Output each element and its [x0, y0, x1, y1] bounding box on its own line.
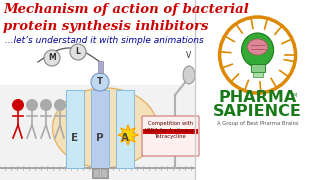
Ellipse shape — [183, 66, 195, 84]
Circle shape — [40, 99, 52, 111]
Bar — [143, 129, 198, 134]
Circle shape — [26, 99, 38, 111]
Circle shape — [44, 50, 60, 66]
Bar — [92, 168, 108, 178]
Circle shape — [54, 99, 66, 111]
Text: E: E — [71, 133, 79, 143]
Polygon shape — [118, 125, 138, 145]
Bar — [251, 64, 265, 72]
Bar — [116, 90, 134, 168]
Ellipse shape — [52, 88, 157, 168]
Bar — [98, 61, 102, 73]
Text: protein synthesis inhibitors: protein synthesis inhibitors — [3, 20, 209, 33]
Ellipse shape — [242, 33, 274, 67]
Bar — [91, 90, 109, 168]
Bar — [66, 90, 84, 168]
Text: L: L — [76, 48, 80, 57]
Text: A Group of Best Pharma Brains: A Group of Best Pharma Brains — [217, 122, 299, 127]
Text: ...let’s understand it with simple animations: ...let’s understand it with simple anima… — [5, 36, 204, 45]
Circle shape — [70, 44, 86, 60]
Text: SAPIENCE: SAPIENCE — [213, 105, 302, 120]
Bar — [93, 169, 99, 177]
Text: Competition with
tRNA for A site,e.g.
Tetracycline: Competition with tRNA for A site,e.g. Te… — [145, 121, 196, 139]
Bar — [252, 72, 263, 77]
Text: Mechanism of action of bacterial: Mechanism of action of bacterial — [3, 3, 249, 16]
Ellipse shape — [248, 39, 268, 55]
Bar — [101, 169, 107, 177]
Text: P: P — [96, 133, 104, 143]
FancyBboxPatch shape — [142, 116, 199, 156]
Text: M: M — [48, 53, 56, 62]
Circle shape — [91, 73, 109, 91]
Text: V: V — [186, 51, 192, 60]
Text: PHARMA: PHARMA — [219, 91, 297, 105]
Text: T: T — [97, 78, 103, 87]
Text: A: A — [121, 133, 129, 143]
Circle shape — [12, 99, 24, 111]
Text: TM: TM — [290, 93, 297, 98]
Bar — [0, 85, 195, 180]
Bar — [0, 0, 195, 180]
Bar — [195, 0, 320, 180]
Circle shape — [220, 17, 296, 93]
